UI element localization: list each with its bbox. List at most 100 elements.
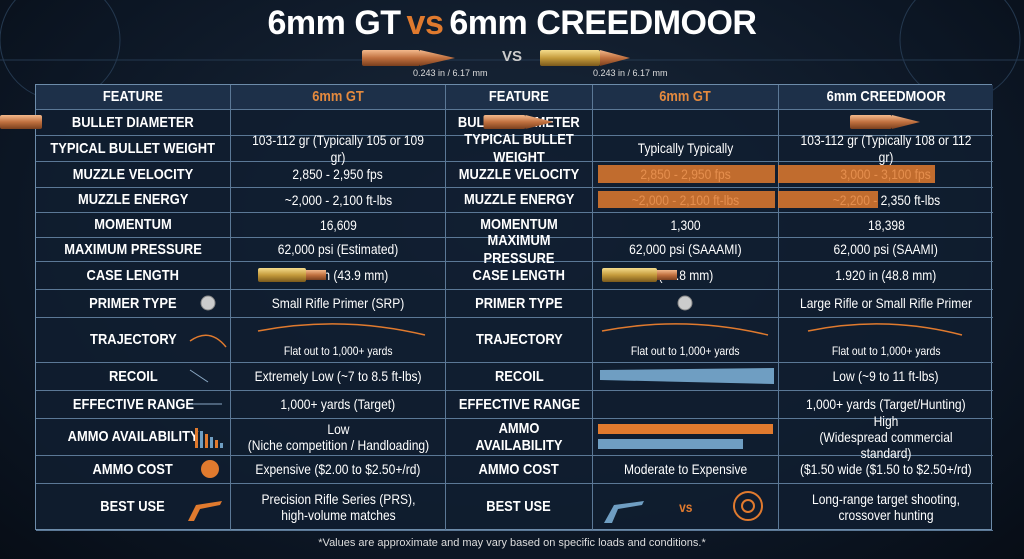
table-cell: AMMO AVAILABILITY — [446, 419, 593, 456]
cell-text: RECOIL — [494, 367, 544, 385]
cell-text: ~2,000 - 2,100 ft-lbs — [284, 191, 392, 208]
cell-text: High (Widespread commercial standard) — [819, 412, 953, 462]
cell-text: MUZZLE ENERGY — [77, 191, 189, 209]
table-cell: 16,609 — [231, 213, 446, 238]
table-cell: Small Rifle Primer (SRP) — [231, 290, 446, 318]
cell-text: Low (~9 to 11 ft-lbs) — [833, 368, 939, 385]
table-cell: PRIMER TYPE — [36, 290, 231, 318]
table-cell: MUZZLE ENERGY — [446, 188, 593, 213]
table-cell: Precision Rifle Series (PRS), high-volum… — [231, 484, 446, 531]
cell-text: (48.8 mm) — [658, 267, 713, 284]
cell-text: AMMO COST — [92, 460, 174, 478]
table-cell: 1.920 in (48.8 mm) — [779, 262, 993, 290]
table-cell: Low (Niche competition / Handloading) — [231, 419, 446, 456]
table-cell — [231, 110, 446, 136]
cell-text: ($1.50 wide ($1.50 to $2.50+/rd) — [800, 461, 972, 478]
table-cell: PRIMER TYPE — [446, 290, 593, 318]
comparison-table: FEATURE 6mm GT FEATURE 6mm GT 6mm CREEDMOOR B… — [35, 84, 993, 531]
cell-text: 6mm CREEDMOOR — [826, 88, 946, 106]
table-cell — [593, 419, 779, 456]
cell-text: 1,300 — [670, 216, 701, 233]
table-cell: MOMENTUM — [446, 213, 593, 238]
table-cell: Flat out to 1,000+ yards — [593, 318, 779, 363]
title-left: 6mm GT — [267, 4, 402, 42]
table-cell: 1,000+ yards (Target) — [231, 391, 446, 419]
table-cell: MAXIMUM PRESSURE — [36, 238, 231, 262]
cell-text: 2,850 - 2,950 fps — [640, 166, 731, 183]
header-bullets — [362, 50, 630, 66]
cell-text: 62,000 psi (SAAAMI) — [629, 241, 742, 258]
table-cell: 1.730 in (43.9 mm) — [231, 262, 446, 290]
cell-text: BULLET DIAMETER — [72, 113, 194, 131]
cell-text: BULLET DIAMETER — [458, 113, 580, 131]
cell-text: Precision Rifle Series (PRS), high-volum… — [261, 490, 415, 523]
cell-text: TYPICAL BULLET WEIGHT — [464, 131, 574, 166]
table-cell: TYPICAL BULLET WEIGHT — [446, 131, 593, 166]
table-cell: 2,850 - 2,950 fps — [593, 162, 779, 188]
footnote: *Values are approximate and may vary bas… — [318, 537, 706, 549]
cell-text: AMMO COST — [478, 460, 560, 478]
table-cell: 103-112 gr (Typically 105 or 109 gr) — [231, 132, 446, 165]
table-cell: 6mm CREEDMOOR — [779, 85, 993, 110]
table-cell: Expensive ($2.00 to $2.50+/rd) — [231, 456, 446, 484]
table-cell: Large Rifle or Small Rifle Primer — [779, 290, 993, 318]
cell-text: 2,850 - 2,950 fps — [292, 166, 384, 183]
cell-text: 1.920 in (48.8 mm) — [835, 267, 937, 284]
table-cell: MUZZLE VELOCITY — [36, 162, 231, 188]
table-cell: BULLET DIAMETER — [36, 110, 231, 136]
cell-text: MOMENTUM — [94, 216, 172, 234]
cell-text: 1,000+ yards (Target/Hunting) — [806, 396, 966, 413]
cell-text: Flat out to 1,000+ yards — [631, 344, 740, 359]
table-cell: RECOIL — [36, 363, 231, 391]
table-cell: MUZZLE ENERGY — [36, 188, 231, 213]
cell-text: FEATURE — [489, 88, 549, 106]
table-cell — [593, 290, 779, 318]
table-cell: CASE LENGTH — [36, 262, 231, 290]
title: 6mm GT vs 6mm CREEDMOOR — [0, 4, 1024, 43]
table-cell: EFFECTIVE RANGE — [446, 391, 593, 419]
cell-text: CASE LENGTH — [472, 266, 566, 284]
table-cell: 62,000 psi (SAAAMI) — [593, 238, 779, 262]
table-cell: (48.8 mm) — [593, 262, 779, 290]
title-right: 6mm CREEDMOOR — [449, 4, 757, 42]
table-cell: 2,850 - 2,950 fps — [231, 162, 446, 188]
cell-text: 6mm GT — [312, 88, 364, 106]
table-cell: ($1.50 wide ($1.50 to $2.50+/rd) — [779, 456, 993, 484]
table-cell: EFFECTIVE RANGE — [36, 391, 231, 419]
table-cell: MAXIMUM PRESSURE — [446, 232, 593, 267]
cell-text: 3,000 - 3,100 fps — [840, 166, 932, 183]
table-cell: RECOIL — [446, 363, 593, 391]
cell-text: MUZZLE VELOCITY — [72, 165, 194, 183]
cell-text: RECOIL — [108, 367, 158, 385]
cell-text: Flat out to 1,000+ yards — [283, 344, 393, 359]
cell-text: 1,000+ yards (Target) — [280, 396, 396, 413]
cell-text: PRIMER TYPE — [475, 294, 563, 312]
table-cell: 1,000+ yards (Target/Hunting) — [779, 391, 993, 419]
cell-text: 103-112 gr (Typically 105 or 109 gr) — [252, 132, 424, 165]
cell-text: Extremely Low (~7 to 8.5 ft-lbs) — [254, 368, 422, 385]
cell-text: BEST USE — [486, 498, 552, 516]
cell-text: Expensive ($2.00 to $2.50+/rd) — [255, 461, 421, 478]
cell-text: vs — [678, 498, 693, 515]
table-cell: ~2,000 - 2,100 ft-lbs — [231, 188, 446, 213]
table-cell: AMMO COST — [446, 456, 593, 484]
cell-text: EFFECTIVE RANGE — [458, 395, 580, 413]
cell-text: Low (Niche competition / Handloading) — [247, 420, 429, 453]
cell-text: BEST USE — [100, 498, 166, 516]
table-cell — [593, 110, 779, 136]
table-cell: ~2,200 - 2,350 ft-lbs — [779, 188, 993, 213]
table-cell: BEST USE — [446, 484, 593, 531]
table-cell: MUZZLE VELOCITY — [446, 162, 593, 188]
table-cell: AMMO AVAILABILITY — [36, 419, 231, 456]
table-cell: 62,000 psi (SAAMI) — [779, 238, 993, 262]
table-cell: High (Widespread commercial standard) — [779, 413, 993, 461]
cell-text: MUZZLE VELOCITY — [458, 165, 580, 183]
cell-text: 1.730 in (43.9 mm) — [287, 267, 389, 284]
table-cell: 18,398 — [779, 213, 993, 238]
vs-label: VS — [502, 48, 523, 65]
title-vs: vs — [406, 4, 444, 42]
table-cell: MOMENTUM — [36, 213, 231, 238]
cell-text: Flat out to 1,000+ yards — [831, 344, 941, 359]
cell-text: TRAJECTORY — [89, 331, 177, 349]
